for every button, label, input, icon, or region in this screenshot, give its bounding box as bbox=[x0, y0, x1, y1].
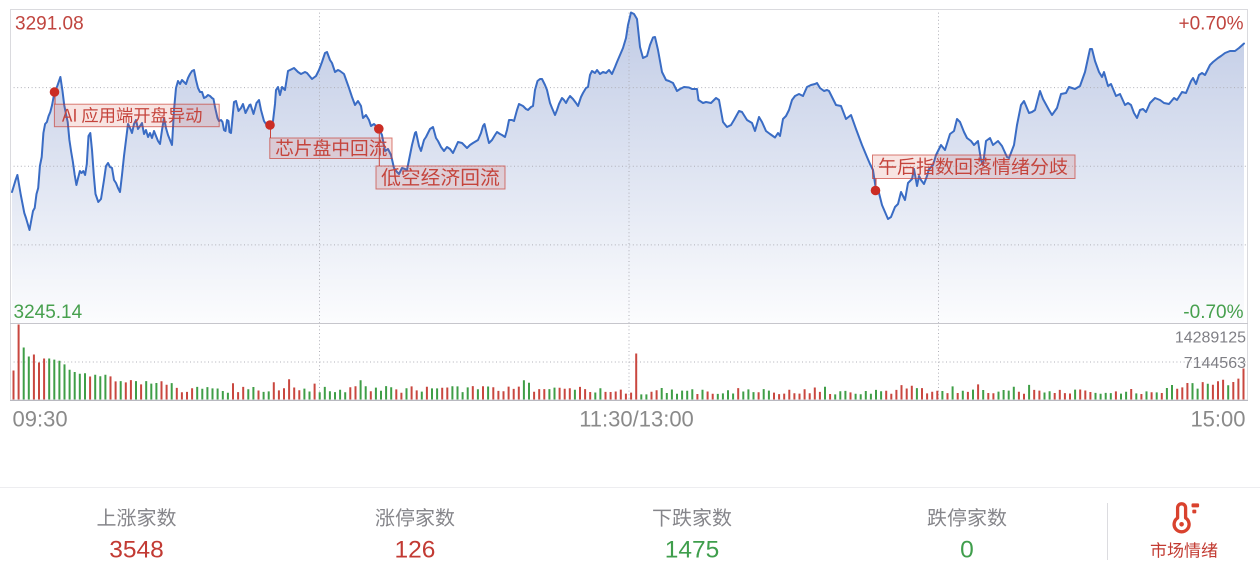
svg-text:14289125: 14289125 bbox=[1175, 330, 1246, 347]
svg-text:15:00: 15:00 bbox=[1190, 407, 1245, 432]
svg-text:11:30/13:00: 11:30/13:00 bbox=[579, 407, 694, 432]
svg-text:3548: 3548 bbox=[109, 537, 164, 564]
svg-text:0: 0 bbox=[960, 537, 974, 564]
svg-text:09:30: 09:30 bbox=[13, 407, 68, 432]
svg-text:1475: 1475 bbox=[665, 537, 720, 564]
svg-text:3245.14: 3245.14 bbox=[14, 302, 83, 323]
svg-text:-0.70%: -0.70% bbox=[1183, 302, 1243, 323]
svg-text:7144563: 7144563 bbox=[1184, 355, 1246, 372]
svg-text:126: 126 bbox=[395, 537, 436, 564]
svg-text:3291.08: 3291.08 bbox=[15, 14, 84, 35]
svg-text:+0.70%: +0.70% bbox=[1179, 14, 1244, 35]
